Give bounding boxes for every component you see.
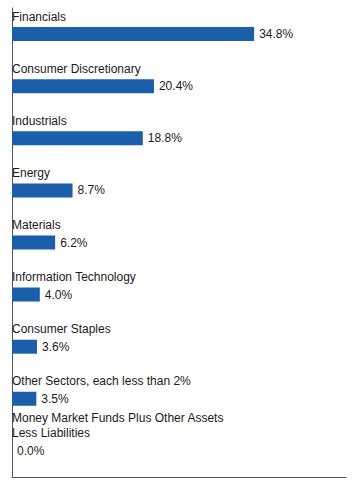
svg-text:Consumer Discretionary: Consumer Discretionary [12, 62, 141, 76]
svg-text:8.7%: 8.7% [78, 183, 106, 197]
svg-text:Less Liabilities: Less Liabilities [12, 426, 90, 440]
svg-text:0.0%: 0.0% [17, 444, 45, 458]
svg-text:Money Market Funds Plus Other: Money Market Funds Plus Other Assets [12, 411, 223, 425]
svg-text:Materials: Materials [12, 218, 61, 232]
svg-text:18.8%: 18.8% [148, 131, 182, 145]
svg-text:Information Technology: Information Technology [12, 270, 136, 284]
svg-text:Financials: Financials [12, 10, 66, 24]
svg-text:6.2%: 6.2% [60, 236, 88, 250]
svg-text:Other Sectors, each less than: Other Sectors, each less than 2% [12, 374, 191, 388]
svg-text:20.4%: 20.4% [159, 79, 193, 93]
svg-text:Energy: Energy [12, 166, 50, 180]
svg-text:34.8%: 34.8% [259, 27, 293, 41]
svg-text:4.0%: 4.0% [45, 288, 73, 302]
svg-text:Consumer Staples: Consumer Staples [12, 322, 111, 336]
svg-text:3.5%: 3.5% [41, 392, 69, 406]
svg-text:3.6%: 3.6% [42, 340, 70, 354]
svg-text:Industrials: Industrials [12, 114, 67, 128]
